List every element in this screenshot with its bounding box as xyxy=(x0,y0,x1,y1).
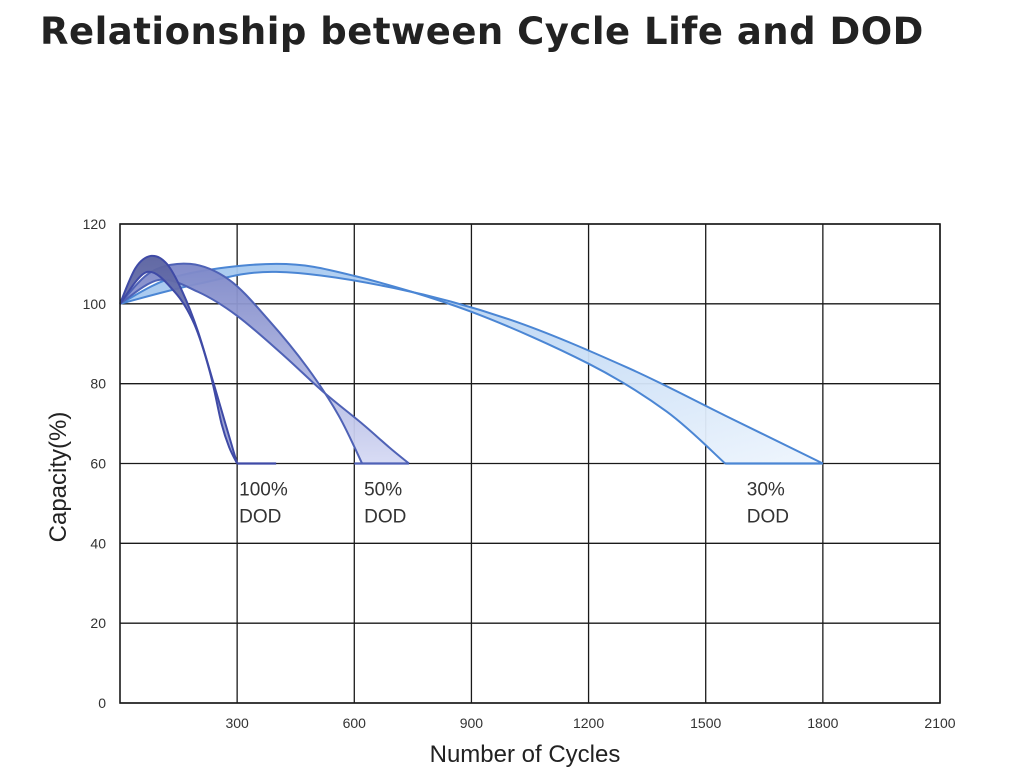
series-areas xyxy=(119,254,824,465)
x-axis-title: Number of Cycles xyxy=(430,741,621,768)
y-tick-label: 60 xyxy=(90,456,106,472)
plot-border xyxy=(119,223,941,704)
y-tick-label: 40 xyxy=(90,535,106,551)
y-tick-label: 0 xyxy=(98,695,106,711)
series-labels: 100% DOD 50% DOD 30% DOD xyxy=(239,479,789,527)
series-label: 50% xyxy=(364,479,402,500)
series-line-lower xyxy=(119,270,239,464)
chart-title: Relationship between Cycle Life and DOD xyxy=(40,10,924,53)
series-label: DOD xyxy=(239,506,281,527)
x-tick-label: 900 xyxy=(460,715,484,731)
series-label: 100% xyxy=(239,479,288,500)
x-tick-label: 1800 xyxy=(807,715,838,731)
y-tick-label: 80 xyxy=(90,376,106,392)
x-tick-label: 300 xyxy=(225,715,249,731)
series-label: 30% xyxy=(747,479,785,500)
x-tick-label: 600 xyxy=(343,715,367,731)
y-tick-label: 120 xyxy=(83,216,107,232)
tick-labels: 300 600 900 1200 1500 1800 2100 0 20 40 60 80 100 120 xyxy=(83,216,956,731)
series-label: DOD xyxy=(364,506,406,527)
plot-frame xyxy=(119,223,941,704)
x-tick-label: 1500 xyxy=(690,715,721,731)
series-line-upper xyxy=(119,254,239,464)
series-label: DOD xyxy=(747,506,789,527)
x-tick-label: 2100 xyxy=(924,715,955,731)
y-axis-title: Capacity(%) xyxy=(45,412,72,543)
y-tick-label: 100 xyxy=(83,296,107,312)
y-tick-label: 20 xyxy=(90,615,106,631)
x-tick-label: 1200 xyxy=(573,715,604,731)
series-band xyxy=(120,263,409,464)
